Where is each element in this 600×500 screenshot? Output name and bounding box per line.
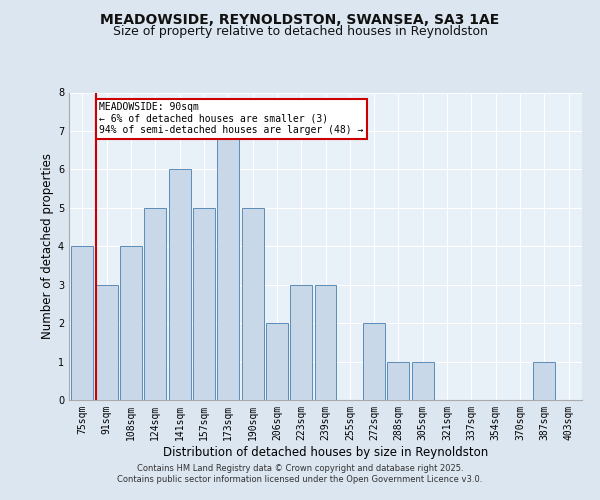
Bar [193, 208, 215, 400]
Text: Contains public sector information licensed under the Open Government Licence v3: Contains public sector information licen… [118, 475, 482, 484]
Bar [145, 208, 166, 400]
Text: Size of property relative to detached houses in Reynoldston: Size of property relative to detached ho… [113, 25, 487, 38]
Bar [242, 208, 263, 400]
Bar [314, 284, 337, 400]
Bar [96, 284, 118, 400]
Bar [266, 323, 288, 400]
Bar [71, 246, 94, 400]
Bar [363, 323, 385, 400]
X-axis label: Distribution of detached houses by size in Reynoldston: Distribution of detached houses by size … [163, 446, 488, 458]
Bar [412, 362, 434, 400]
Bar [120, 246, 142, 400]
Y-axis label: Number of detached properties: Number of detached properties [41, 153, 54, 339]
Bar [290, 284, 312, 400]
Bar [169, 170, 191, 400]
Text: Contains HM Land Registry data © Crown copyright and database right 2025.: Contains HM Land Registry data © Crown c… [137, 464, 463, 473]
Bar [217, 131, 239, 400]
Bar [533, 362, 555, 400]
Text: MEADOWSIDE: 90sqm
← 6% of detached houses are smaller (3)
94% of semi-detached h: MEADOWSIDE: 90sqm ← 6% of detached house… [100, 102, 364, 136]
Text: MEADOWSIDE, REYNOLDSTON, SWANSEA, SA3 1AE: MEADOWSIDE, REYNOLDSTON, SWANSEA, SA3 1A… [100, 12, 500, 26]
Bar [388, 362, 409, 400]
